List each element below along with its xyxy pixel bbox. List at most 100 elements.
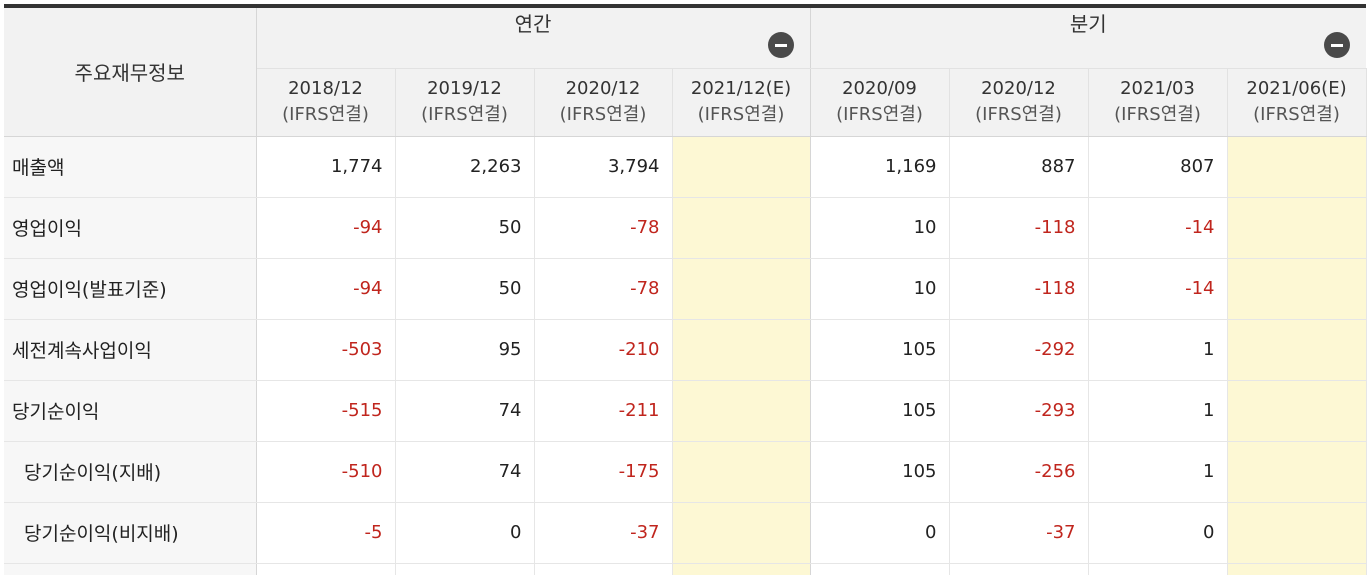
quarterly-group-header: 분기 [810,8,1366,69]
period-basis: (IFRS연결) [836,104,923,125]
annual-label: 연간 [514,12,552,36]
value-cell [1227,319,1367,381]
period-header: 2018/12 (IFRS연결) [256,68,396,137]
value-cell: 1 [1088,380,1228,442]
row-label: 세전계속사업이익 [4,319,257,381]
value-cell: 2,263 [395,136,535,198]
value-cell: 1 [1088,319,1228,381]
row-label: 영업이익(발표기준) [4,258,257,320]
value-cell [1227,502,1367,564]
period-header: 2020/12 (IFRS연결) [534,68,673,137]
value-cell: 50 [395,197,535,259]
table-row: 당기순이익 -515 74 -211 105 -293 1 [4,380,1367,442]
value-cell [672,502,811,564]
value-cell-continuation [1088,563,1228,575]
row-label: 영업이익 [4,197,257,259]
row-label: 당기순이익 [4,380,257,442]
period-basis: (IFRS연결) [559,104,647,125]
value-cell [1227,380,1367,442]
value-cell: -510 [256,441,396,503]
value-cell: -175 [534,441,673,503]
value-cell: -5 [256,502,396,564]
table-row: 당기순이익(비지배) -5 0 -37 0 -37 0 [4,502,1367,564]
minus-circle-icon[interactable] [1324,32,1350,58]
period-basis: (IFRS연결) [697,104,785,125]
value-cell: -256 [949,441,1089,503]
value-cell: -94 [256,197,396,259]
period-basis: (IFRS연결) [975,104,1062,125]
period-basis: (IFRS연결) [1253,104,1340,125]
value-cell: -515 [256,380,396,442]
value-cell-continuation [949,563,1089,575]
value-cell: -118 [949,197,1089,259]
value-cell: -14 [1088,197,1228,259]
value-cell: -211 [534,380,673,442]
period-date: 2019/12 [427,78,502,99]
value-cell: 0 [810,502,950,564]
period-header: 2019/12 (IFRS연결) [395,68,535,137]
value-cell: 74 [395,380,535,442]
value-cell: 0 [1088,502,1228,564]
quarterly-label: 분기 [1069,12,1107,36]
annual-group-header: 연간 [256,8,811,69]
value-cell: 1,774 [256,136,396,198]
value-cell-continuation [534,563,673,575]
table-row-continuation [4,563,1367,575]
period-date: 2021/03 [1120,78,1195,99]
value-cell: 50 [395,258,535,320]
row-label-continuation [4,563,257,575]
period-header: 2021/12(E) (IFRS연결) [672,68,811,137]
value-cell [672,136,811,198]
value-cell: -14 [1088,258,1228,320]
table-row: 영업이익(발표기준) -94 50 -78 10 -118 -14 [4,258,1367,320]
financial-rows: 매출액 1,774 2,263 3,794 1,169 887 807 영업이익 -94 50 -7… [4,136,1367,575]
value-cell-continuation [395,563,535,575]
value-cell: 105 [810,380,950,442]
financial-summary-table: 주요재무정보 연간 분기 2018/12 (IFRS연결) 2019/12 (IFRS… [4,8,1367,575]
period-header-row: 2018/12 (IFRS연결) 2019/12 (IFRS연결) 2020/12 (IF… [4,68,1367,137]
period-date: 2020/12 [981,78,1056,99]
value-cell [1227,136,1367,198]
value-cell-continuation [256,563,396,575]
value-cell: 1,169 [810,136,950,198]
row-label: 당기순이익(지배) [4,441,257,503]
period-basis: (IFRS연결) [421,104,508,125]
period-basis: (IFRS연결) [282,104,369,125]
table-top-border [4,4,1366,8]
period-basis: (IFRS연결) [1114,104,1201,125]
corner-header: 주요재무정보 [4,8,257,137]
value-cell: -118 [949,258,1089,320]
value-cell-continuation [672,563,811,575]
value-cell: -37 [949,502,1089,564]
value-cell [1227,441,1367,503]
value-cell [672,441,811,503]
value-cell [672,197,811,259]
value-cell: 3,794 [534,136,673,198]
value-cell [1227,258,1367,320]
table-row: 당기순이익(지배) -510 74 -175 105 -256 1 [4,441,1367,503]
value-cell-continuation [810,563,950,575]
value-cell: 807 [1088,136,1228,198]
value-cell: -37 [534,502,673,564]
table-row: 매출액 1,774 2,263 3,794 1,169 887 807 [4,136,1367,198]
value-cell: -78 [534,258,673,320]
value-cell: -503 [256,319,396,381]
period-date: 2020/12 [565,78,641,99]
value-cell: -94 [256,258,396,320]
value-cell: 10 [810,197,950,259]
value-cell: -292 [949,319,1089,381]
value-cell-continuation [1227,563,1367,575]
period-date: 2020/09 [842,78,917,99]
value-cell: -293 [949,380,1089,442]
value-cell: 74 [395,441,535,503]
period-header: 2021/06(E) (IFRS연결) [1227,68,1367,137]
minus-circle-icon[interactable] [767,32,794,58]
value-cell: 95 [395,319,535,381]
row-label: 당기순이익(비지배) [4,502,257,564]
value-cell: 1 [1088,441,1228,503]
period-date: 2018/12 [288,78,363,99]
value-cell [1227,197,1367,259]
value-cell: 105 [810,441,950,503]
row-label: 매출액 [4,136,257,198]
value-cell: 10 [810,258,950,320]
